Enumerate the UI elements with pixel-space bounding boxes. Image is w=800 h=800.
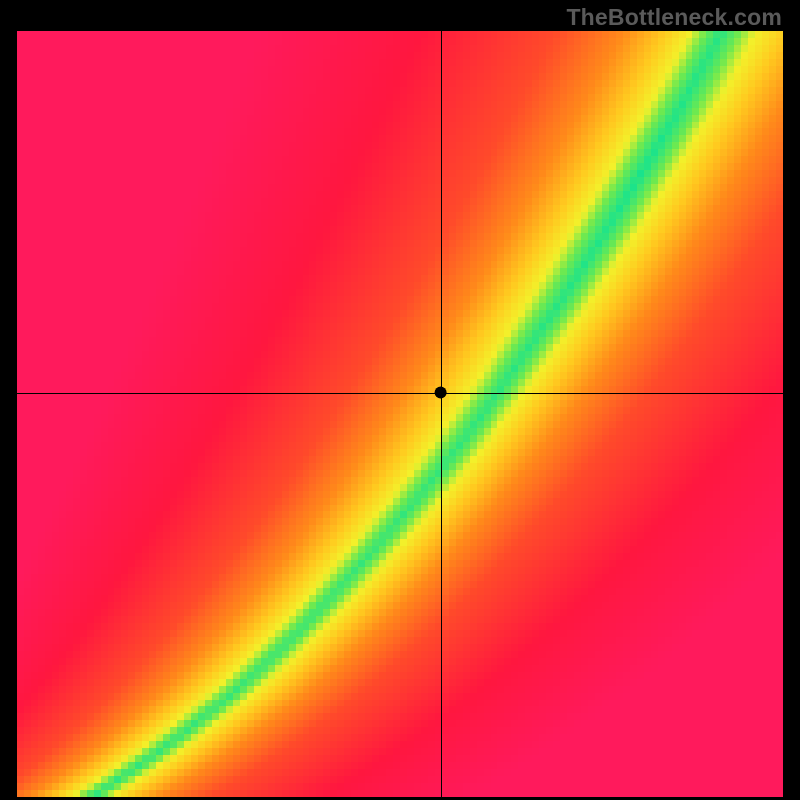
watermark-text: TheBottleneck.com (566, 4, 782, 31)
chart-container: TheBottleneck.com (0, 0, 800, 800)
bottleneck-heatmap-canvas (0, 0, 800, 800)
